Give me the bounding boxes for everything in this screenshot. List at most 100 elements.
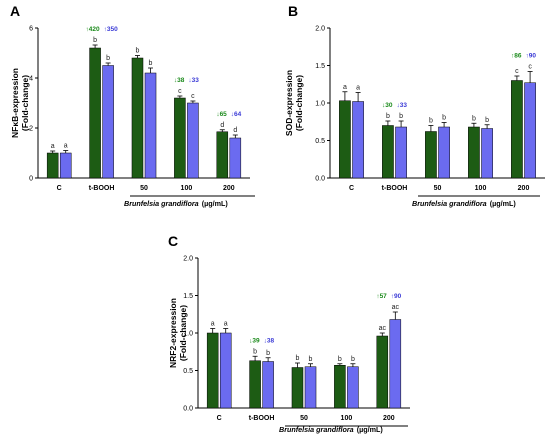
panel-a-fold-change-green: ↓65 — [216, 111, 227, 118]
panel-a-bar — [59, 152, 72, 179]
panel-b-y-tick-label: 0.5 — [315, 138, 325, 145]
panel-b-x-tick-label: t-BOOH — [382, 185, 408, 192]
panel-c-significance-letter: ac — [392, 304, 400, 311]
panel-b-x-tick-label: C — [349, 185, 354, 192]
panel-c-significance-letter: b — [309, 356, 313, 363]
panel-b-y-tick-label: 0.0 — [315, 176, 325, 183]
panel-c-x-tick-label: 50 — [300, 415, 308, 422]
panel-a-fold-change-blue: ↓64 — [231, 111, 242, 118]
panel-a-y-tick-label: 2 — [29, 126, 33, 133]
panel-a-bar — [89, 47, 101, 179]
panel-c-letter: C — [168, 233, 178, 249]
panel-a-bar — [102, 65, 114, 179]
panel-b-x-tick-label: 50 — [434, 185, 442, 192]
panel-c-fold-change-blue: ↓38 — [264, 337, 275, 344]
panel-c-y-tick-label: 0.0 — [183, 406, 193, 413]
panel-a-fold-change-green: ↑420 — [85, 26, 99, 33]
panel-a-bar — [216, 131, 229, 179]
panel-b-significance-letter: c — [528, 64, 532, 71]
panel-c-x-tick-label: t-BOOH — [249, 415, 275, 422]
panel-a-y-tick-label: 6 — [29, 26, 33, 33]
panel-b-fold-change-blue: ↓33 — [397, 102, 408, 109]
panel-a-letter: A — [10, 3, 20, 19]
panel-c-bar — [219, 332, 232, 409]
panel-c-bar — [262, 361, 274, 409]
panel-b-y-title-line1: SOD-expression — [284, 70, 294, 136]
panel-c-x-group-label: Brunfelsia grandiflora — [279, 425, 354, 434]
panel-a-x-tick-label: 50 — [140, 185, 148, 192]
panel-b-bar — [425, 131, 437, 179]
panel-b-bar — [382, 125, 394, 179]
panel-b-significance-letter: b — [386, 113, 390, 120]
panel-a-bar — [131, 57, 144, 179]
panel-c-bar — [206, 332, 219, 409]
panel-a-y-tick-label: 4 — [29, 76, 33, 83]
panel-c-significance-letter: b — [351, 356, 355, 363]
panel-c-y-title-line1: NRF2-expression — [168, 298, 178, 368]
panel-c-bar — [389, 319, 402, 409]
panel-a-significance-letter: b — [149, 60, 153, 67]
panel-c-x-tick-label: 200 — [383, 415, 395, 422]
panel-b-bar — [438, 126, 450, 179]
panel-c-bar — [334, 365, 346, 409]
panel-c-significance-letter: a — [224, 321, 228, 328]
panel-b-bar — [352, 101, 364, 179]
panel-a-significance-letter: d — [233, 127, 237, 134]
panel-a-x-tick-label: 100 — [181, 185, 193, 192]
panel-c-y-tick-label: 0.5 — [183, 368, 193, 375]
panel-b-x-tick-label: 100 — [475, 185, 487, 192]
panel-a-fold-change-green: ↓38 — [174, 77, 185, 84]
panel-b-significance-letter: b — [429, 118, 433, 125]
panel-a-significance-letter: a — [64, 143, 68, 150]
panel-b-bar — [339, 100, 351, 179]
panel-b-fold-change-green: ↑86 — [511, 53, 522, 60]
panel-a-y-title-line1: NFκB-expression — [10, 68, 20, 138]
panel-a-fold-change-blue: ↓33 — [188, 77, 199, 84]
panel-b-significance-letter: b — [399, 113, 403, 120]
panel-c-bar — [347, 366, 359, 409]
panel-c-significance-letter: ac — [379, 325, 387, 332]
panel-b-fold-change-green: ↓30 — [382, 102, 393, 109]
panel-c-bar — [291, 367, 304, 409]
panel-c-fold-change-green: ↑57 — [376, 293, 387, 300]
panel-a-significance-letter: c — [178, 88, 182, 95]
panel-a-bar — [46, 152, 59, 179]
panel-b-significance-letter: b — [472, 115, 476, 122]
panel-a-y-tick-label: 0 — [29, 176, 33, 183]
panel-c-x-unit-label: (µg/mL) — [357, 425, 384, 434]
panel-b-letter: B — [288, 3, 298, 19]
panel-a-bar — [174, 97, 186, 179]
panel-a-fold-change-blue: ↑350 — [104, 26, 118, 33]
panel-b-bar — [524, 82, 536, 179]
panel-b-significance-letter: c — [515, 68, 519, 75]
panel-a-x-tick-label: 200 — [223, 185, 235, 192]
panel-a-significance-letter: b — [93, 37, 97, 44]
panel-c-y-tick-label: 2.0 — [183, 256, 193, 263]
panel-b-x-unit-label: (µg/mL) — [490, 199, 517, 208]
panel-a-bar — [229, 137, 242, 179]
panel-b-significance-letter: b — [485, 117, 489, 124]
panel-a-significance-letter: a — [51, 143, 55, 150]
panel-c-significance-letter: b — [266, 350, 270, 357]
panel-b-fold-change-blue: ↑90 — [526, 53, 537, 60]
panel-c-bar — [304, 366, 317, 409]
panel-c-bar — [249, 360, 261, 409]
panel-a-x-tick-label: t-BOOH — [89, 185, 115, 192]
panel-b-x-tick-label: 200 — [518, 185, 530, 192]
panel-c-fold-change-green: ↓39 — [249, 337, 260, 344]
panel-a-significance-letter: d — [220, 122, 224, 129]
panel-b-bar — [468, 126, 480, 179]
panel-a-x-tick-label: C — [57, 185, 62, 192]
panel-a-x-unit-label: (µg/mL) — [202, 199, 229, 208]
panel-c-significance-letter: b — [253, 348, 257, 355]
panel-b-bar — [481, 128, 493, 179]
panel-b-significance-letter: a — [343, 84, 347, 91]
panel-a-y-title-line2: (Fold-change) — [20, 75, 30, 131]
panel-c-y-tick-label: 1.0 — [183, 331, 193, 338]
panel-c-bar — [376, 335, 389, 409]
panel-a-x-group-label: Brunfelsia grandiflora — [124, 199, 199, 208]
panel-b-y-tick-label: 2.0 — [315, 26, 325, 33]
panel-a-significance-letter: b — [136, 48, 140, 55]
panel-a-significance-letter: c — [191, 93, 195, 100]
